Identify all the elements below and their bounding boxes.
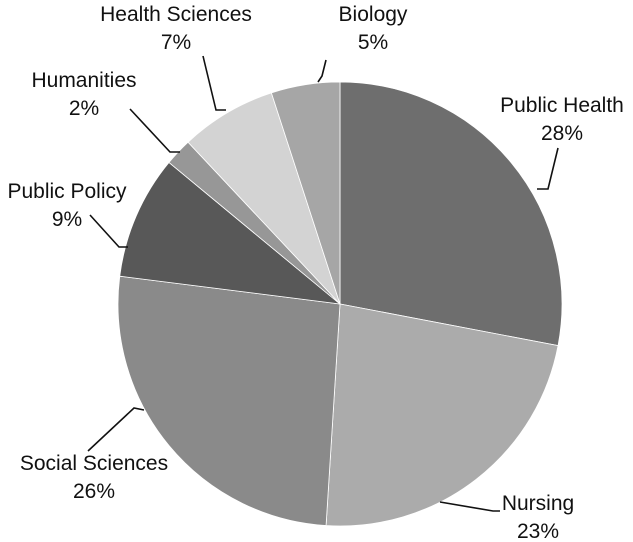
leader-line-humanities [129, 108, 180, 153]
slice-value-health-sciences: 7% [161, 31, 191, 54]
pie-slice-biology [270, 81, 341, 305]
leader-line-nursing [439, 501, 500, 512]
slice-value-nursing: 23% [517, 520, 559, 542]
slice-label-public-health: Public Health [500, 94, 624, 117]
slice-value-biology: 5% [358, 31, 388, 54]
pie-slice-public-policy [119, 161, 342, 305]
slice-value-social-sciences: 26% [73, 480, 115, 503]
slice-label-social-sciences: Social Sciences [20, 452, 168, 475]
slice-label-nursing: Nursing [502, 492, 574, 515]
pie-slice-public-health [339, 81, 563, 347]
slice-label-biology: Biology [339, 3, 408, 26]
leader-line-social-sciences [87, 407, 145, 452]
pie-slice-social-sciences [117, 275, 341, 526]
leader-line-public-policy [89, 214, 128, 248]
leader-line-health-sciences [202, 55, 226, 111]
pie-slice-nursing [325, 303, 559, 527]
slice-value-public-health: 28% [541, 122, 583, 145]
slice-label-humanities: Humanities [31, 69, 136, 92]
slice-value-humanities: 2% [69, 97, 99, 120]
slice-value-public-policy: 9% [52, 208, 82, 231]
slice-label-health-sciences: Health Sciences [100, 3, 252, 26]
leader-line-biology [317, 59, 327, 83]
leader-line-public-health [537, 147, 559, 190]
slice-label-public-policy: Public Policy [7, 180, 127, 203]
